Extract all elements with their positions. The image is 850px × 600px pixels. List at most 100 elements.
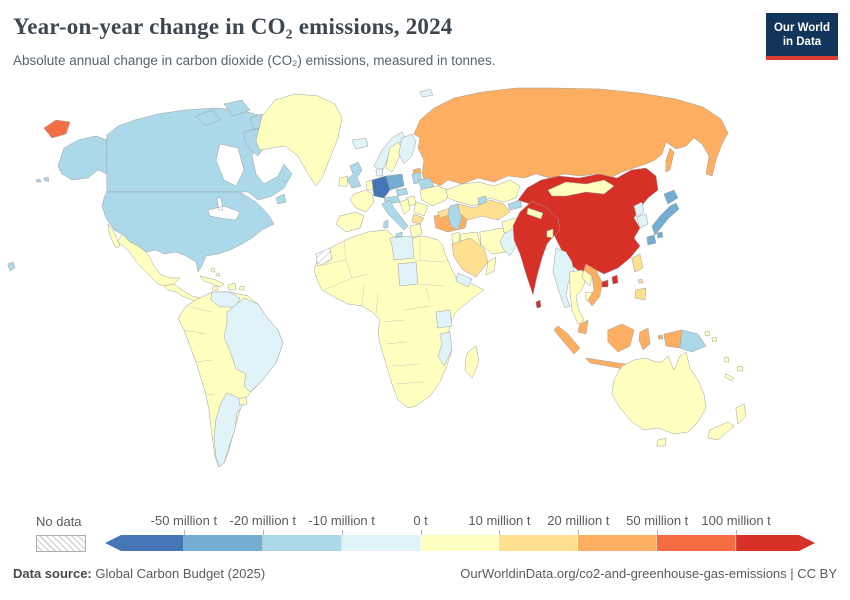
country-ireland[interactable] [338,175,349,187]
owid-logo-line1: Our World [773,22,830,34]
country-caribbean-islands[interactable] [210,267,245,291]
country-russia-sakhalin[interactable] [665,147,675,173]
country-taiwan[interactable] [611,274,619,285]
country-central-asia[interactable] [457,199,511,221]
country-tasmania[interactable] [656,437,667,447]
country-libya[interactable] [389,235,415,261]
pacific-islands[interactable] [704,330,744,382]
country-romania[interactable] [413,201,429,217]
country-malaysia[interactable] [577,319,589,335]
country-kyrgyzstan[interactable] [507,199,523,211]
country-sweden[interactable] [385,141,403,173]
country-nepal[interactable] [526,207,544,220]
country-canada[interactable] [106,107,293,201]
country-benelux[interactable] [365,179,374,191]
legend-bin-7[interactable] [657,535,737,551]
country-balkans[interactable] [399,198,411,215]
country-belarus[interactable] [417,177,435,191]
country-hawaii[interactable] [7,261,16,272]
country-mongolia[interactable] [547,179,615,197]
great-lakes [207,197,241,221]
country-south-korea[interactable] [636,213,649,229]
country-aleutians[interactable] [35,176,50,183]
owid-logo-line2: in Data [782,36,822,49]
country-germany[interactable] [371,175,391,199]
country-uruguay[interactable] [238,396,248,406]
legend-tick-label: 0 t [413,513,428,528]
legend-bin-3[interactable] [341,535,421,551]
legend-tick-label: 20 million t [547,513,610,528]
legend-bin-4[interactable] [420,535,500,551]
country-united-kingdom[interactable] [346,161,363,189]
legend-tick [578,530,580,535]
country-greenland[interactable] [255,93,343,187]
country-bangladesh[interactable] [546,228,554,239]
legend-bin-0[interactable] [105,535,184,551]
legend-bin-8[interactable] [736,535,815,551]
data-source-value[interactable]: Global Carbon Budget (2025) [95,566,266,581]
legend-tick-label: 100 million t [701,513,771,528]
country-ukraine[interactable] [419,185,451,207]
world-map [7,87,747,468]
country-denmark[interactable] [375,167,384,177]
legend-tick-label: -50 million t [150,513,218,528]
country-iberia[interactable] [335,211,365,233]
country-india[interactable] [512,200,561,296]
legend-tick-label: 10 million t [468,513,531,528]
country-russia-chukotka[interactable] [43,119,71,139]
country-svalbard[interactable] [419,88,434,98]
hudson-bay [215,143,245,187]
country-myanmar[interactable] [552,247,575,309]
country-united-states[interactable] [101,191,275,273]
data-source: Data source: Global Carbon Budget (2025) [13,566,265,581]
country-mexico[interactable] [107,223,181,287]
legend-bin-6[interactable] [578,535,658,551]
country-mozambique[interactable] [437,331,453,367]
legend-tick-label: 50 million t [626,513,689,528]
country-kazakhstan[interactable] [445,179,521,207]
south-america-inner-borders [183,305,215,396]
legend-bin-5[interactable] [499,535,579,551]
country-new-zealand[interactable] [707,403,747,441]
country-oman[interactable] [485,256,497,276]
legend-bin-2[interactable] [262,535,342,551]
country-madagascar[interactable] [464,345,480,379]
country-brazil[interactable] [223,297,284,393]
country-africa-mainland[interactable] [313,229,485,409]
no-data-label: No data [36,514,82,529]
chart-subtitle: Absolute annual change in carbon dioxide… [13,53,496,68]
country-finland[interactable] [398,133,417,165]
country-north-korea[interactable] [633,201,645,218]
country-yemen[interactable] [455,272,473,288]
legend-scale: -50 million t -20 million t -10 million t 0… [105,513,815,553]
country-russia[interactable] [413,87,729,187]
country-papua-new-guinea[interactable] [679,329,707,353]
country-iceland[interactable] [351,137,369,150]
country-hainan[interactable] [601,279,609,288]
country-australia[interactable] [611,351,707,435]
country-tanzania[interactable] [435,309,453,329]
country-saudi-arabia[interactable] [451,237,489,278]
legend-tick [262,530,264,535]
country-argentina[interactable] [213,392,244,468]
legend-tick [499,530,501,535]
country-cuba[interactable] [199,275,225,288]
country-chad[interactable] [397,261,419,287]
legend-bin-1[interactable] [183,535,263,551]
no-data-swatch[interactable] [36,535,86,552]
africa-inner-borders [317,237,445,385]
owid-logo[interactable]: Our World in Data [766,13,838,60]
legend-tick [657,530,659,535]
credit-link[interactable]: OurWorldinData.org/co2-and-greenhouse-ga… [460,566,837,581]
legend-tick [183,530,185,535]
chart-title: Year-on-year change in CO₂ emissions, 20… [13,14,453,39]
country-japan[interactable] [646,189,680,246]
country-vietnam[interactable] [583,263,603,307]
country-france[interactable] [349,189,375,213]
country-alaska[interactable] [57,135,108,181]
country-western-sahara[interactable] [315,247,333,267]
map-legend: No data -50 million t -20 million t -10 mi… [0,513,850,555]
country-philippines[interactable] [631,253,647,301]
country-sri-lanka[interactable] [535,299,542,309]
